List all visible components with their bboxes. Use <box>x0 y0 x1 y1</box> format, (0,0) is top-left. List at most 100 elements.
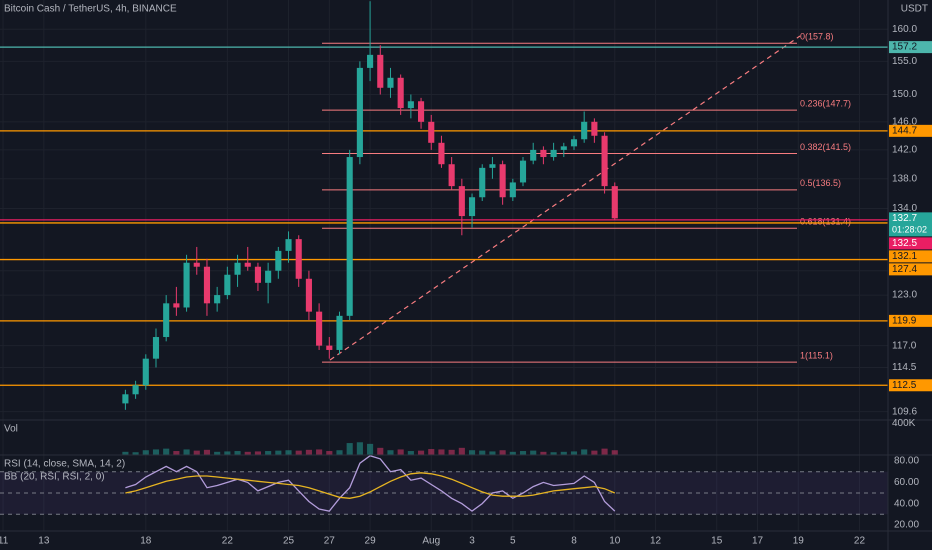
price-label-box <box>889 250 932 263</box>
volume-bar <box>326 451 333 455</box>
candle-body <box>295 239 302 279</box>
volume-bar <box>152 449 160 455</box>
volume-bar <box>468 450 476 455</box>
candle-body <box>530 149 537 161</box>
candle-body <box>265 270 272 283</box>
candle-body <box>193 262 200 267</box>
candle-body <box>560 146 567 150</box>
candle-body <box>468 197 476 217</box>
rsi-tick-label: 20.00 <box>894 520 919 531</box>
y-tick-label: 123.0 <box>892 290 917 301</box>
candle-body <box>377 54 384 88</box>
volume-bar <box>265 451 272 455</box>
volume-bar <box>407 451 414 455</box>
price-label-box <box>889 379 932 392</box>
volume-bar <box>203 449 211 455</box>
candle-body <box>316 311 323 346</box>
rsi-tick-label: 40.00 <box>894 498 919 509</box>
volume-bar <box>367 443 374 455</box>
fib-label: 0.618(131.4) <box>800 217 851 227</box>
candle-body <box>326 345 333 350</box>
volume-bar <box>285 450 292 455</box>
fib-label: 0(157.8) <box>800 32 834 42</box>
price-label: 157.2 <box>892 42 917 53</box>
x-tick-label: 10 <box>609 536 621 547</box>
volume-label: Vol <box>4 424 18 435</box>
volume-bar <box>336 450 343 455</box>
volume-bar <box>346 443 353 455</box>
candle-body <box>509 182 516 198</box>
volume-bar <box>560 451 567 455</box>
volume-bar <box>489 451 496 455</box>
volume-bar <box>316 449 323 455</box>
candle-body <box>356 67 363 158</box>
volume-bar <box>305 449 312 455</box>
candle-body <box>275 250 282 271</box>
volume-bar <box>397 449 404 455</box>
fib-label: 0.236(147.7) <box>800 98 851 108</box>
x-tick-label: 12 <box>650 536 662 547</box>
price-label: 112.5 <box>892 380 917 391</box>
candle-body <box>214 295 221 304</box>
volume-bar <box>418 450 425 455</box>
candle-body <box>499 164 506 198</box>
y-tick-label: 109.6 <box>892 406 917 417</box>
volume-bar <box>479 450 486 455</box>
candle-body <box>152 337 160 359</box>
volume-bar <box>581 449 588 455</box>
volume-bar <box>509 451 516 455</box>
price-label: 127.4 <box>892 264 917 275</box>
price-label: 119.9 <box>892 316 917 327</box>
x-tick-label: 5 <box>510 536 516 547</box>
candle-body <box>448 164 455 187</box>
volume-bar <box>275 450 282 455</box>
x-tick-label: 15 <box>711 536 723 547</box>
volume-bar <box>214 451 221 455</box>
candle-body <box>581 121 588 140</box>
fib-label: 1(115.1) <box>800 351 833 361</box>
candle-body <box>570 139 578 147</box>
candle-body <box>285 239 292 251</box>
volume-bar <box>234 451 241 455</box>
bb-label: BB (20, RSI, RSI, 2, 0) <box>4 472 105 483</box>
volume-bar <box>570 451 578 455</box>
rsi-tick-label: 80.00 <box>894 456 919 467</box>
candle-body <box>591 121 598 136</box>
candle-body <box>550 149 557 158</box>
volume-bar <box>142 450 149 455</box>
price-label: 132.1 <box>892 251 917 262</box>
x-tick-label: 29 <box>365 536 377 547</box>
candle-body <box>173 303 180 308</box>
candle-body <box>438 142 445 165</box>
candle-body <box>142 358 149 386</box>
volume-bar <box>530 450 537 455</box>
y-tick-label: 117.0 <box>892 340 917 351</box>
y-tick-label: 155.0 <box>892 56 917 67</box>
fib-label: 0.382(141.5) <box>800 142 851 152</box>
candle-body <box>428 121 435 143</box>
candle-body <box>122 394 129 404</box>
candle-body <box>234 262 241 275</box>
fib-label: 0.5(136.5) <box>800 178 841 188</box>
candle-body <box>336 315 343 350</box>
price-label-box <box>889 212 932 237</box>
y-tick-label: 160.0 <box>892 24 917 35</box>
volume-bar <box>254 451 261 455</box>
x-tick-label: 8 <box>571 536 577 547</box>
candle-body <box>346 157 353 316</box>
rsi-label: RSI (14, close, SMA, 14, 2) <box>4 459 125 470</box>
candle-body <box>305 278 312 312</box>
candle-body <box>458 186 465 217</box>
volume-bar <box>458 447 465 455</box>
countdown: 01:28:02 <box>892 225 927 235</box>
candle-body <box>611 186 618 219</box>
candle-body <box>224 274 231 296</box>
x-tick-label: 13 <box>38 536 50 547</box>
volume-tick-label: 400K <box>892 418 916 429</box>
volume-bar <box>540 451 547 455</box>
volume-bar <box>591 450 598 455</box>
candle-body <box>183 262 190 308</box>
candle-body <box>254 266 261 283</box>
candle-body <box>397 77 404 109</box>
price-label-box <box>889 41 932 54</box>
